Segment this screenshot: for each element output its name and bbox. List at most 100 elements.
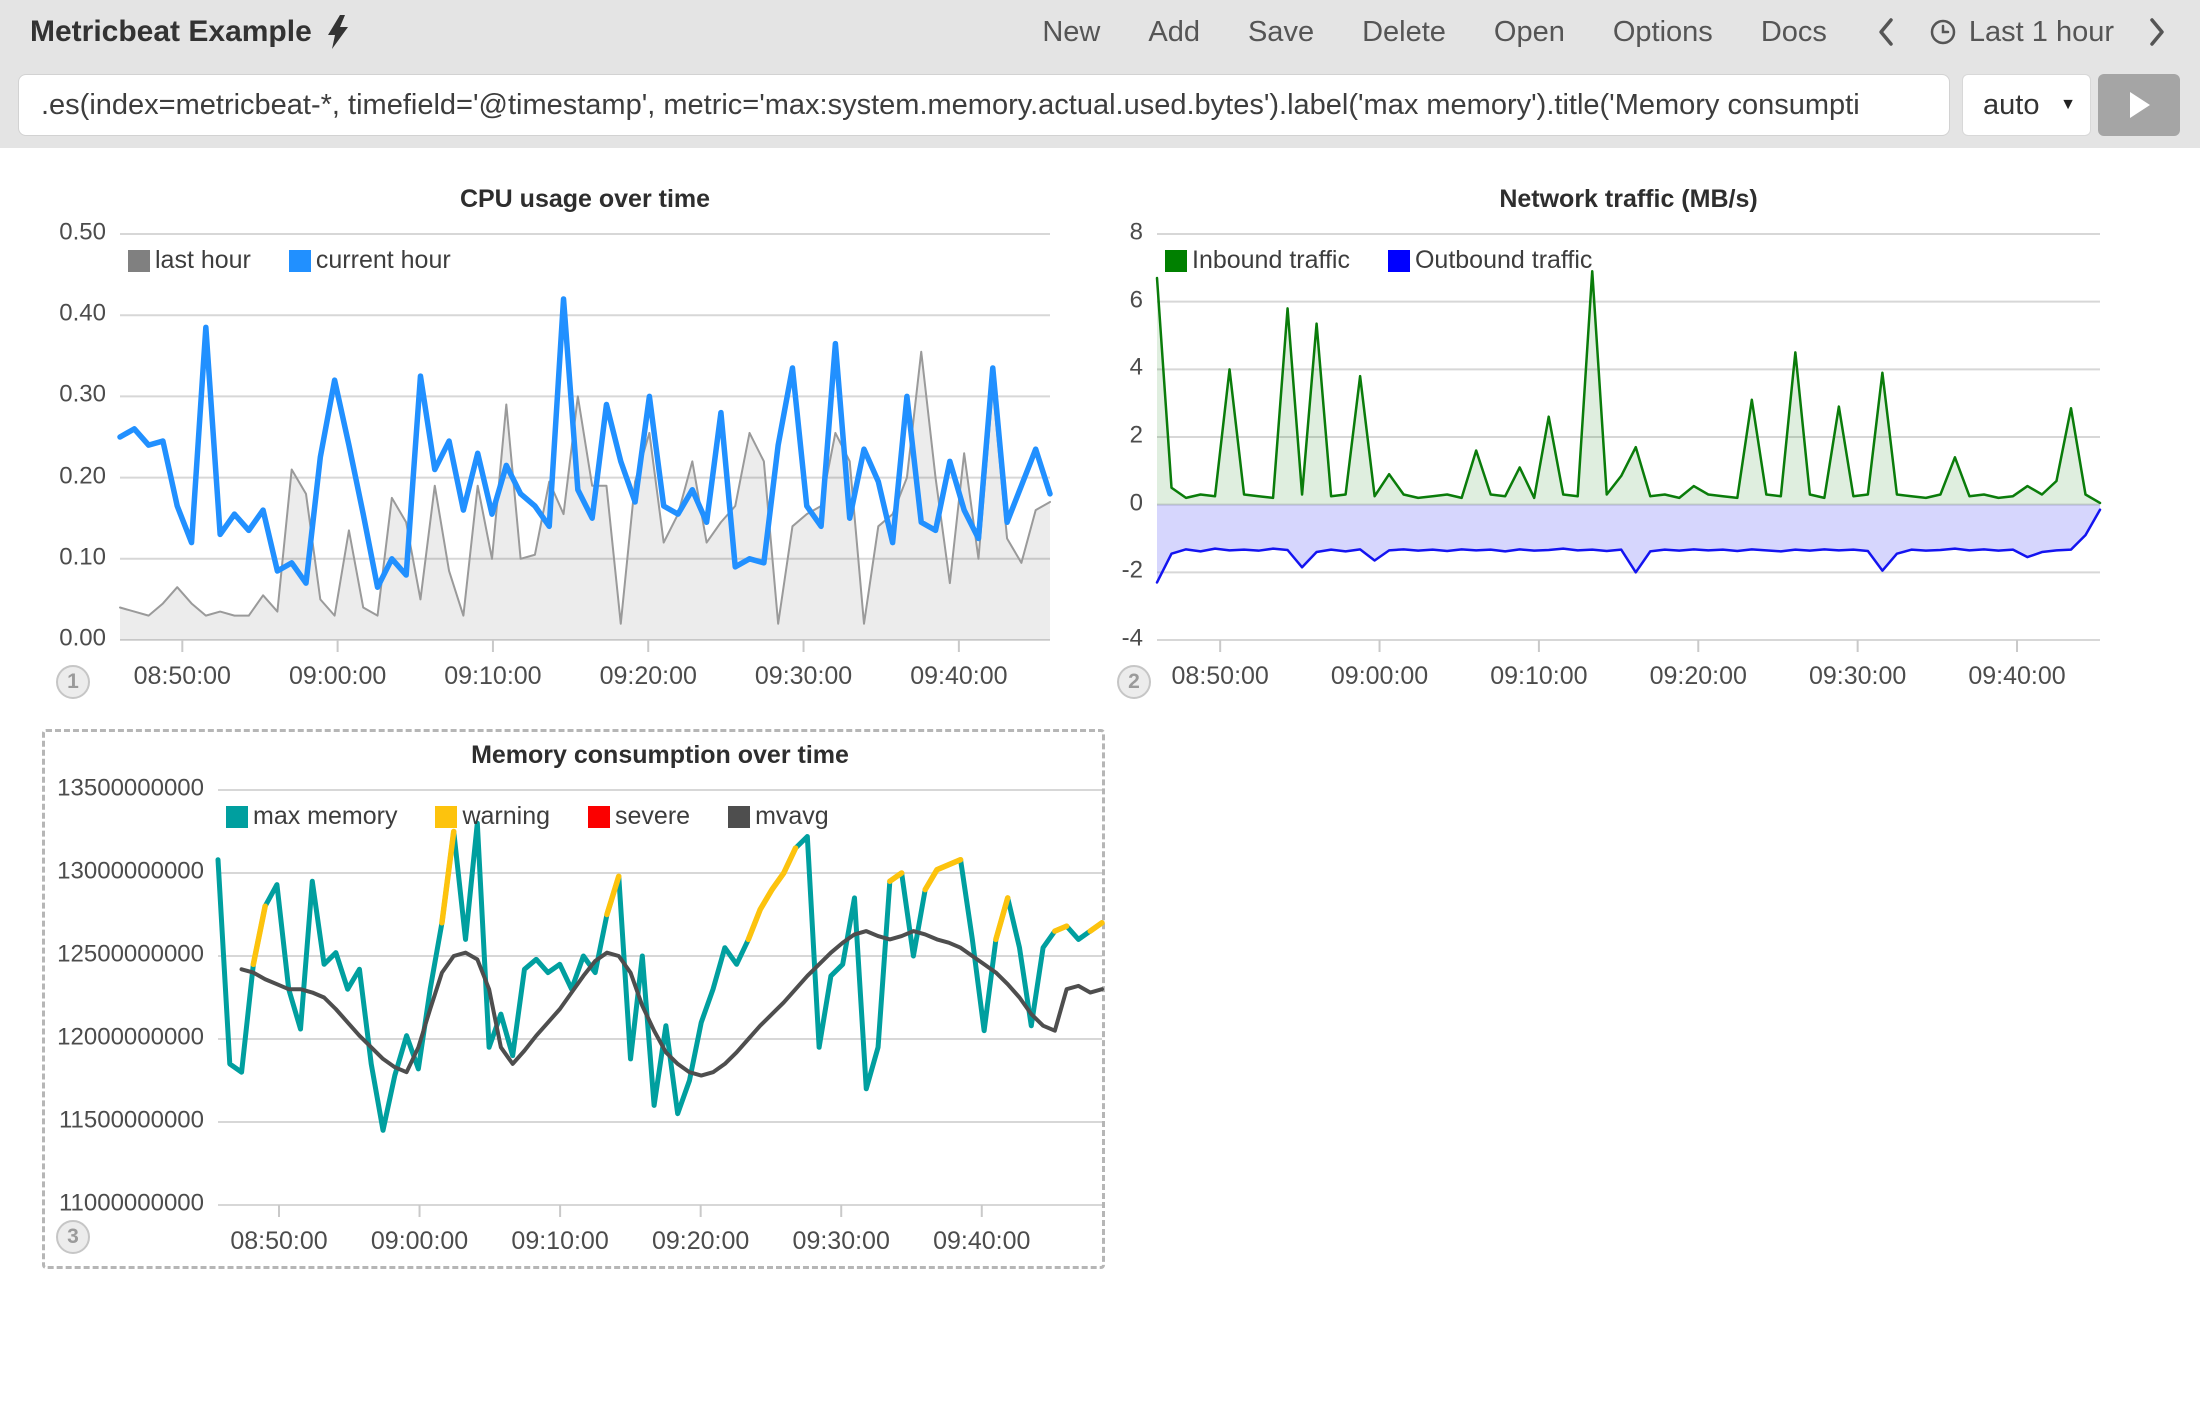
menu-item-delete[interactable]: Delete [1362,16,1446,49]
y-axis-label: 0.00 [59,625,106,653]
x-axis-label: 09:20:00 [600,662,697,691]
y-axis-label: 13500000000 [57,775,204,803]
y-axis-label: 11500000000 [59,1107,204,1135]
x-axis-label: 09:40:00 [910,662,1007,691]
x-axis-label: 09:20:00 [1650,662,1747,691]
chart-legend: max memory warning severe mvavg [226,802,829,831]
legend-item-current-hour: current hour [289,246,451,275]
time-range-label: Last 1 hour [1969,16,2114,49]
menu-item-docs[interactable]: Docs [1761,16,1827,49]
clock-icon [1929,18,1957,46]
menu-item-save[interactable]: Save [1248,16,1314,49]
x-axis-label: 09:30:00 [755,662,852,691]
legend-swatch [435,806,457,828]
legend-item-severe: severe [588,802,690,831]
run-query-button[interactable] [2098,74,2180,136]
chart-title: Memory consumption over time [218,741,1102,770]
legend-label: severe [615,802,690,831]
interval-value: auto [1983,89,2039,122]
x-axis-label: 09:10:00 [511,1227,608,1256]
x-axis-label: 09:40:00 [1968,662,2065,691]
chart-legend: Inbound traffic Outbound traffic [1165,246,1592,275]
y-axis-label: -4 [1122,625,1143,653]
legend-swatch [588,806,610,828]
y-axis-label: 13000000000 [57,858,204,886]
x-axis-label: 08:50:00 [134,662,231,691]
x-axis-label: 09:10:00 [1490,662,1587,691]
x-axis-label: 08:50:00 [230,1227,327,1256]
network-traffic-chart[interactable]: Network traffic (MB/s) -4-202468 08:50:0… [1157,234,2100,640]
panel-badge-3[interactable]: 3 [56,1220,90,1254]
y-axis-label: -2 [1122,557,1143,585]
menu-item-options[interactable]: Options [1613,16,1713,49]
topbar: Metricbeat Example New Add Save Delete Open O… [0,0,2200,148]
chart-canvas[interactable] [218,790,1102,1221]
legend-item-mvavg: mvavg [728,802,829,831]
legend-item-last-hour: last hour [128,246,251,275]
x-axis-label: 09:30:00 [1809,662,1906,691]
cpu-usage-chart[interactable]: CPU usage over time 0.000.100.200.300.40… [120,234,1050,640]
menu-item-new[interactable]: New [1042,16,1100,49]
legend-swatch [289,250,311,272]
chevron-right-icon[interactable] [2148,17,2166,47]
y-axis-labels: 1100000000011500000000120000000001250000… [0,790,204,1205]
time-picker: Last 1 hour [1877,16,2166,49]
menu-item-add[interactable]: Add [1148,16,1200,49]
menu-item-open[interactable]: Open [1494,16,1565,49]
y-axis-label: 12500000000 [57,941,204,969]
legend-label: current hour [316,246,451,275]
x-axis-label: 09:00:00 [1331,662,1428,691]
legend-swatch [226,806,248,828]
y-axis-labels: -4-202468 [923,234,1143,640]
play-icon [2126,90,2152,120]
memory-consumption-chart[interactable]: Memory consumption over time 11000000000… [218,790,1102,1205]
chart-canvas[interactable] [1157,234,2100,656]
toolbar-menu: New Add Save Delete Open Options Docs [1042,16,1827,49]
legend-item-warning: warning [435,802,550,831]
chevron-down-icon: ▼ [2060,96,2076,114]
chevron-left-icon[interactable] [1877,17,1895,47]
chart-canvas[interactable] [120,234,1050,656]
y-axis-label: 0.10 [59,543,106,571]
timelion-expression-input[interactable] [18,74,1950,136]
x-axis-label: 08:50:00 [1172,662,1269,691]
panel-badge-1[interactable]: 1 [56,665,90,699]
x-axis-labels: 08:50:00 09:00:00 09:10:00 09:20:00 09:30:00… [218,1227,1102,1259]
legend-label: warning [462,802,550,831]
legend-item-outbound-traffic: Outbound traffic [1388,246,1592,275]
chart-title: CPU usage over time [120,185,1050,214]
legend-item-max-memory: max memory [226,802,397,831]
x-axis-label: 09:40:00 [933,1227,1030,1256]
x-axis-labels: 08:50:00 09:00:00 09:10:00 09:20:00 09:30:00… [1157,662,2100,694]
y-axis-label: 0.40 [59,300,106,328]
y-axis-label: 2 [1130,422,1143,450]
time-range-button[interactable]: Last 1 hour [1929,16,2114,49]
x-axis-label: 09:00:00 [371,1227,468,1256]
y-axis-label: 0.30 [59,381,106,409]
legend-label: max memory [253,802,397,831]
legend-item-inbound-traffic: Inbound traffic [1165,246,1350,275]
y-axis-label: 8 [1130,219,1143,247]
interval-select[interactable]: auto ▼ [1962,74,2091,136]
x-axis-label: 09:10:00 [444,662,541,691]
x-axis-label: 09:30:00 [793,1227,890,1256]
x-axis-label: 09:20:00 [652,1227,749,1256]
y-axis-label: 6 [1130,286,1143,314]
chart-legend: last hour current hour [128,246,451,275]
legend-label: Inbound traffic [1192,246,1350,275]
page-title: Metricbeat Example [30,15,312,49]
legend-label: mvavg [755,802,829,831]
y-axis-label: 4 [1130,354,1143,382]
legend-swatch [1388,250,1410,272]
y-axis-label: 11000000000 [59,1190,204,1218]
timelion-app: Metricbeat Example New Add Save Delete Open O… [0,0,2200,1406]
panel-badge-2[interactable]: 2 [1117,665,1151,699]
x-axis-labels: 08:50:00 09:00:00 09:10:00 09:20:00 09:30:00… [120,662,1050,694]
legend-swatch [728,806,750,828]
y-axis-label: 0.50 [59,219,106,247]
x-axis-label: 09:00:00 [289,662,386,691]
chart-title: Network traffic (MB/s) [1157,185,2100,214]
legend-label: last hour [155,246,251,275]
toolbar: Metricbeat Example New Add Save Delete Open O… [0,0,2200,64]
y-axis-labels: 0.000.100.200.300.400.50 [0,234,106,640]
